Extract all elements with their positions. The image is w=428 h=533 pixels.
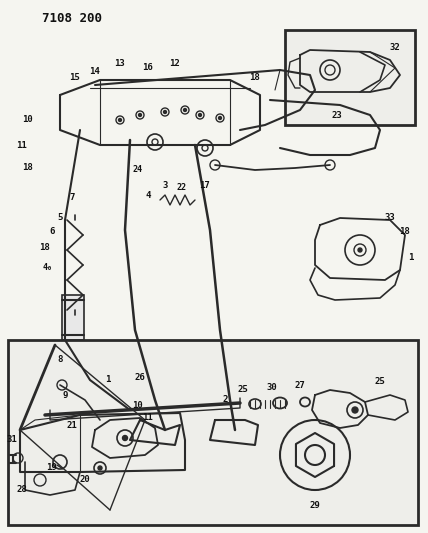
Text: 33: 33 (385, 214, 395, 222)
Text: 30: 30 (267, 384, 277, 392)
Text: 1: 1 (105, 376, 111, 384)
Text: 14: 14 (89, 68, 101, 77)
Circle shape (163, 110, 166, 114)
Text: 23: 23 (332, 110, 342, 119)
Circle shape (122, 435, 128, 440)
Text: 18: 18 (400, 228, 410, 237)
Text: 15: 15 (70, 74, 80, 83)
Text: 9: 9 (62, 391, 68, 400)
Text: 7108 200: 7108 200 (42, 12, 102, 25)
Text: 27: 27 (294, 382, 305, 391)
Circle shape (358, 248, 362, 252)
Text: 4: 4 (146, 190, 151, 199)
Text: 12: 12 (169, 59, 180, 68)
Circle shape (139, 114, 142, 117)
Bar (8, 340, 418, 525)
Text: 11: 11 (143, 414, 153, 423)
Circle shape (199, 114, 202, 117)
Text: 4₀: 4₀ (43, 263, 53, 272)
Circle shape (98, 466, 102, 470)
Text: 22: 22 (177, 183, 187, 192)
Text: 8: 8 (57, 356, 62, 365)
Text: 13: 13 (115, 59, 125, 68)
Text: 7: 7 (69, 193, 75, 203)
Text: 10: 10 (23, 116, 33, 125)
Circle shape (219, 117, 222, 119)
Text: 17: 17 (199, 181, 211, 190)
Circle shape (352, 407, 358, 413)
Text: 21: 21 (67, 421, 77, 430)
Text: 32: 32 (389, 44, 400, 52)
Text: 10: 10 (133, 400, 143, 409)
Text: 18: 18 (40, 244, 51, 253)
Text: 24: 24 (133, 166, 143, 174)
Bar (285, 30, 415, 125)
Text: 1: 1 (408, 254, 413, 262)
Text: 2: 2 (222, 395, 228, 405)
Text: 6: 6 (49, 228, 55, 237)
Text: 31: 31 (6, 435, 18, 445)
Circle shape (119, 118, 122, 122)
Text: 16: 16 (143, 63, 153, 72)
Text: 25: 25 (238, 385, 248, 394)
Text: 26: 26 (135, 374, 146, 383)
Polygon shape (210, 420, 258, 445)
Text: 18: 18 (23, 163, 33, 172)
Text: 28: 28 (17, 486, 27, 495)
Text: 18: 18 (250, 72, 260, 82)
Circle shape (184, 109, 187, 111)
Text: 3: 3 (162, 181, 168, 190)
Text: 11: 11 (17, 141, 27, 149)
Text: 20: 20 (80, 475, 90, 484)
Text: 29: 29 (309, 500, 321, 510)
Bar (62, 295, 84, 340)
Text: 19: 19 (47, 464, 57, 472)
Text: 25: 25 (374, 377, 385, 386)
Polygon shape (130, 420, 180, 445)
Text: 5: 5 (57, 214, 62, 222)
